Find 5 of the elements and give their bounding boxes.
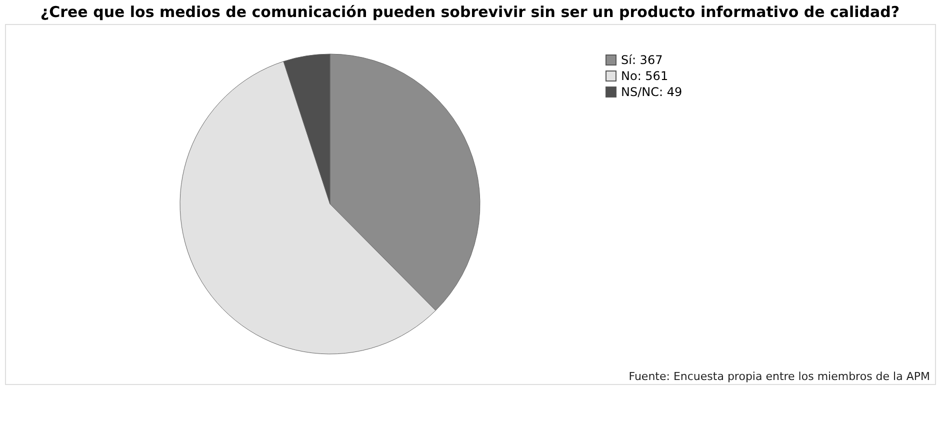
legend-label: Sí: 367 [621,53,663,67]
legend-label: No: 561 [621,69,668,83]
chart-title: ¿Cree que los medios de comunicación pueden sobrevivir sin ser un producto informativo de calidad? [40,3,900,21]
source-note: Fuente: Encuesta propia entre los miembros de la APM [628,370,930,383]
legend-label: NS/NC: 49 [621,85,682,99]
